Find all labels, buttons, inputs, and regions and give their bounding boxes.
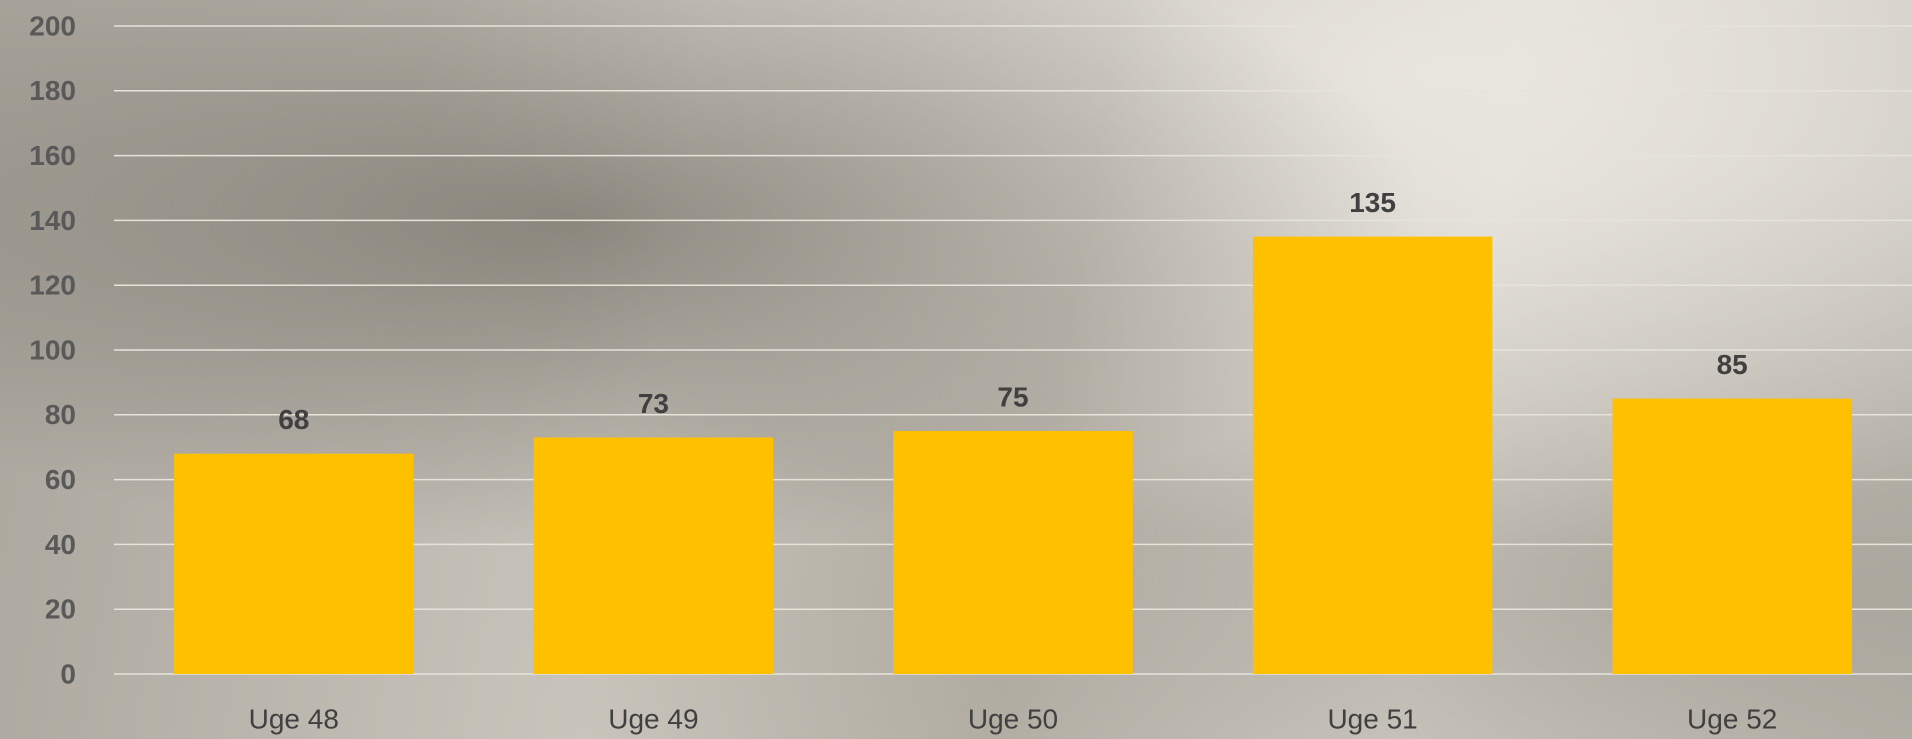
- value-label: 85: [1717, 349, 1748, 380]
- x-tick-label: Uge 50: [968, 703, 1058, 734]
- bar: [1253, 237, 1492, 674]
- page: 0 20 40 60 80 100 120 140 160 180 200 68 Uge 48 73 Uge…: [0, 0, 1912, 739]
- y-tick-label: 60: [45, 464, 76, 495]
- bar: [893, 431, 1132, 674]
- x-tick-label: Uge 52: [1687, 703, 1777, 734]
- value-label: 75: [997, 381, 1028, 412]
- x-tick-label: Uge 49: [608, 703, 698, 734]
- y-tick-label: 160: [29, 140, 76, 171]
- y-tick-label: 100: [29, 334, 76, 365]
- x-tick-label: Uge 51: [1327, 703, 1417, 734]
- y-tick-label: 0: [60, 658, 76, 689]
- y-tick-label: 40: [45, 529, 76, 560]
- bar: [1612, 399, 1851, 674]
- y-tick-label: 140: [29, 205, 76, 236]
- chart: 0 20 40 60 80 100 120 140 160 180 200 68 Uge 48 73 Uge…: [0, 0, 1912, 739]
- value-label: 68: [278, 404, 309, 435]
- x-tick-label: Uge 48: [249, 703, 339, 734]
- bar: [534, 437, 773, 674]
- y-tick-label: 200: [29, 10, 76, 41]
- value-label: 135: [1349, 187, 1396, 218]
- bar: [174, 454, 413, 674]
- y-tick-label: 180: [29, 75, 76, 106]
- y-tick-label: 20: [45, 594, 76, 625]
- value-label: 73: [638, 388, 669, 419]
- y-tick-label: 80: [45, 399, 76, 430]
- y-tick-label: 120: [29, 270, 76, 301]
